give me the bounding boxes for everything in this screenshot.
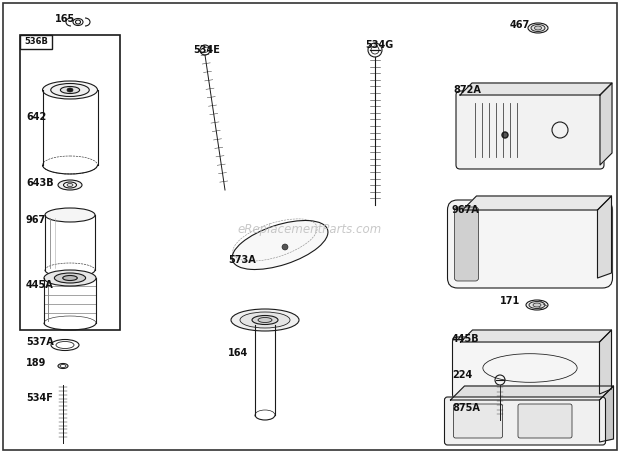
Ellipse shape — [531, 24, 545, 32]
Text: 534G: 534G — [365, 40, 393, 50]
FancyBboxPatch shape — [448, 200, 613, 288]
Polygon shape — [600, 386, 614, 442]
FancyBboxPatch shape — [454, 207, 479, 281]
Text: 165: 165 — [55, 14, 75, 24]
Polygon shape — [460, 83, 612, 95]
FancyBboxPatch shape — [453, 337, 608, 399]
Text: 445B: 445B — [452, 334, 480, 344]
Text: 534F: 534F — [26, 393, 53, 403]
Ellipse shape — [63, 275, 78, 280]
Text: 967A: 967A — [452, 205, 480, 215]
Ellipse shape — [58, 180, 82, 190]
Text: 875A: 875A — [452, 403, 480, 413]
Ellipse shape — [529, 302, 545, 308]
Text: 164: 164 — [228, 348, 248, 358]
Ellipse shape — [60, 87, 79, 93]
Bar — [20, 35, 52, 49]
Circle shape — [282, 244, 288, 250]
Ellipse shape — [45, 208, 95, 222]
Ellipse shape — [43, 81, 97, 99]
Ellipse shape — [533, 303, 541, 307]
Text: 445A: 445A — [26, 280, 54, 290]
Text: 536B: 536B — [24, 38, 48, 47]
Text: 537A: 537A — [26, 337, 54, 347]
Text: eReplacementParts.com: eReplacementParts.com — [238, 223, 382, 236]
Bar — [531, 396, 539, 401]
Text: 967: 967 — [26, 215, 46, 225]
Text: 171: 171 — [500, 296, 520, 306]
Text: 467: 467 — [510, 20, 530, 30]
Ellipse shape — [240, 312, 290, 328]
Polygon shape — [598, 196, 611, 278]
Bar — [493, 394, 507, 404]
Text: 534E: 534E — [193, 45, 220, 55]
Ellipse shape — [534, 26, 541, 30]
Text: 872A: 872A — [453, 85, 481, 95]
Ellipse shape — [67, 88, 73, 92]
Ellipse shape — [63, 182, 76, 188]
Polygon shape — [600, 330, 611, 394]
Polygon shape — [463, 196, 611, 210]
Ellipse shape — [231, 309, 299, 331]
Ellipse shape — [232, 221, 328, 270]
Bar — [528, 394, 542, 404]
Ellipse shape — [526, 300, 548, 310]
Polygon shape — [461, 330, 611, 342]
Polygon shape — [600, 83, 612, 165]
Bar — [20, 35, 120, 330]
Ellipse shape — [51, 83, 89, 96]
Ellipse shape — [258, 318, 272, 323]
FancyBboxPatch shape — [518, 404, 572, 438]
FancyBboxPatch shape — [453, 404, 502, 438]
Ellipse shape — [252, 315, 278, 324]
Bar — [496, 396, 504, 401]
Ellipse shape — [528, 23, 548, 33]
Text: 643B: 643B — [26, 178, 53, 188]
Text: 224: 224 — [452, 370, 472, 380]
Text: 573A: 573A — [228, 255, 255, 265]
Text: 189: 189 — [26, 358, 46, 368]
Ellipse shape — [67, 183, 73, 187]
Ellipse shape — [55, 273, 86, 283]
Ellipse shape — [44, 270, 96, 286]
FancyBboxPatch shape — [456, 91, 604, 169]
Polygon shape — [451, 386, 614, 400]
Text: 642: 642 — [26, 112, 46, 122]
FancyBboxPatch shape — [445, 397, 606, 445]
Circle shape — [502, 132, 508, 138]
